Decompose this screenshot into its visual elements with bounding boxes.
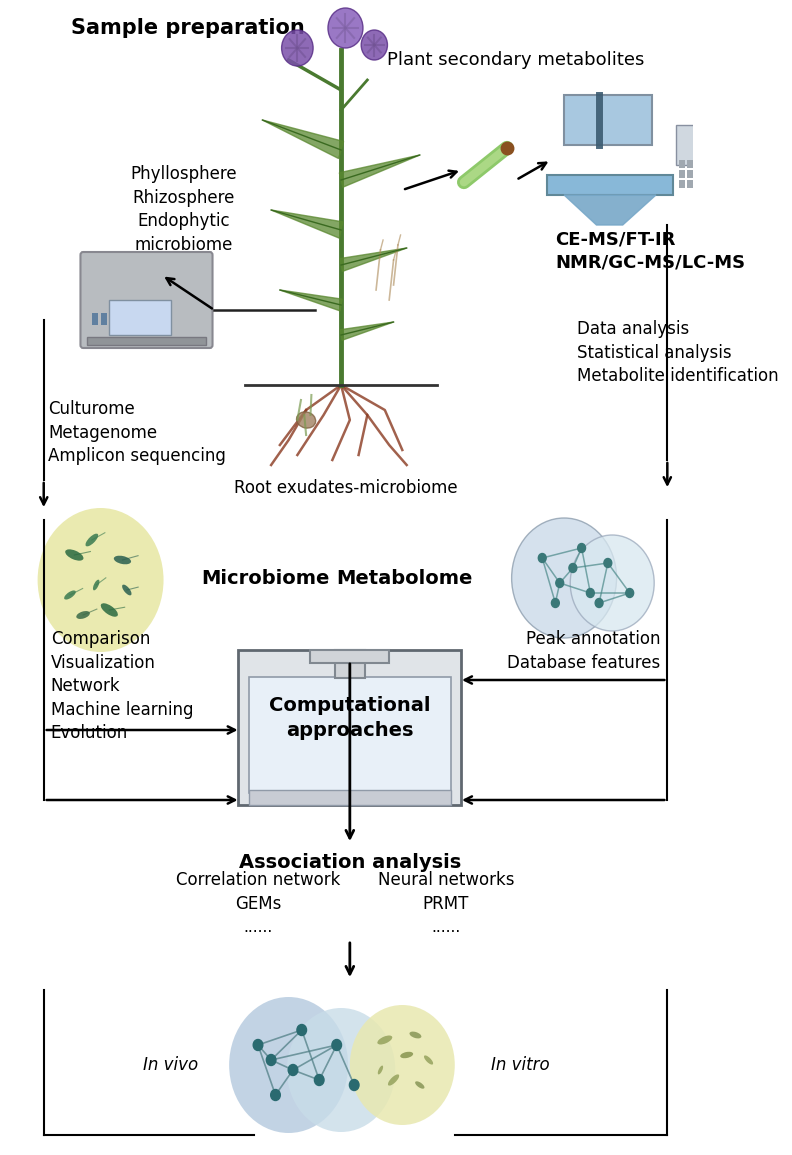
Circle shape bbox=[361, 30, 387, 60]
Polygon shape bbox=[564, 195, 656, 225]
Bar bbox=[564, 95, 652, 146]
Text: Microbiome: Microbiome bbox=[201, 568, 329, 588]
Circle shape bbox=[595, 598, 603, 608]
Circle shape bbox=[539, 553, 546, 562]
Text: Correlation network
GEMs: Correlation network GEMs bbox=[176, 871, 341, 912]
Text: ......: ...... bbox=[432, 921, 461, 936]
Bar bbox=[695, 161, 701, 167]
Circle shape bbox=[569, 564, 577, 573]
Text: Association analysis: Association analysis bbox=[238, 852, 461, 872]
Circle shape bbox=[570, 535, 654, 631]
Bar bbox=[334, 650, 365, 678]
Circle shape bbox=[332, 1040, 341, 1051]
Circle shape bbox=[604, 559, 611, 567]
Ellipse shape bbox=[378, 1066, 383, 1074]
Bar bbox=[695, 180, 701, 188]
Ellipse shape bbox=[64, 590, 76, 599]
Bar bbox=[687, 170, 693, 178]
Circle shape bbox=[349, 1080, 359, 1090]
Bar bbox=[546, 176, 673, 195]
Ellipse shape bbox=[409, 1031, 421, 1038]
Text: Neural networks
PRMT: Neural networks PRMT bbox=[378, 871, 514, 912]
Circle shape bbox=[253, 1040, 263, 1051]
Polygon shape bbox=[271, 210, 343, 238]
Circle shape bbox=[229, 997, 348, 1133]
Bar bbox=[679, 180, 685, 188]
Circle shape bbox=[512, 517, 617, 638]
Circle shape bbox=[37, 508, 164, 653]
Bar bbox=[687, 161, 693, 167]
Text: Data analysis
Statistical analysis
Metabolite identification: Data analysis Statistical analysis Metab… bbox=[577, 320, 779, 386]
Polygon shape bbox=[280, 290, 342, 311]
Bar bbox=[249, 677, 451, 793]
Circle shape bbox=[556, 579, 564, 588]
Bar bbox=[687, 180, 693, 188]
Circle shape bbox=[328, 8, 363, 49]
FancyBboxPatch shape bbox=[81, 252, 212, 348]
Circle shape bbox=[314, 1074, 324, 1086]
Ellipse shape bbox=[93, 580, 100, 590]
Text: ......: ...... bbox=[243, 921, 272, 936]
Circle shape bbox=[288, 1065, 298, 1075]
Bar bbox=[695, 170, 701, 178]
Circle shape bbox=[626, 589, 634, 597]
Text: Root exudates-microbiome: Root exudates-microbiome bbox=[234, 479, 457, 497]
Ellipse shape bbox=[86, 534, 98, 546]
Polygon shape bbox=[262, 120, 344, 158]
Bar bbox=[92, 313, 98, 325]
Circle shape bbox=[586, 589, 594, 597]
Circle shape bbox=[287, 1008, 395, 1132]
Text: Metabolome: Metabolome bbox=[336, 568, 472, 588]
Bar bbox=[249, 790, 451, 805]
Bar bbox=[679, 170, 685, 178]
Ellipse shape bbox=[114, 556, 131, 565]
Ellipse shape bbox=[101, 603, 118, 617]
Text: Peak annotation
Database features: Peak annotation Database features bbox=[507, 629, 661, 671]
Text: Phyllosphere
Rhizosphere
Endophytic
microbiome: Phyllosphere Rhizosphere Endophytic micr… bbox=[131, 165, 237, 254]
Text: Comparison
Visualization
Network
Machine learning
Evolution: Comparison Visualization Network Machine… bbox=[51, 629, 193, 743]
Circle shape bbox=[266, 1055, 276, 1066]
Ellipse shape bbox=[424, 1056, 433, 1065]
Text: Computational
approaches: Computational approaches bbox=[269, 696, 431, 740]
Bar bbox=[109, 300, 170, 335]
Circle shape bbox=[282, 30, 313, 66]
Ellipse shape bbox=[400, 1052, 413, 1058]
Bar bbox=[679, 161, 685, 167]
Ellipse shape bbox=[377, 1036, 392, 1044]
Circle shape bbox=[271, 1089, 280, 1101]
Circle shape bbox=[551, 598, 559, 608]
Ellipse shape bbox=[122, 584, 131, 595]
Text: In vitro: In vitro bbox=[491, 1056, 550, 1074]
Ellipse shape bbox=[65, 550, 83, 560]
Ellipse shape bbox=[296, 412, 316, 429]
Bar bbox=[310, 650, 389, 663]
Bar bbox=[238, 650, 462, 805]
Text: Sample preparation: Sample preparation bbox=[71, 18, 305, 38]
Bar bbox=[676, 125, 706, 165]
Circle shape bbox=[350, 1005, 455, 1125]
Ellipse shape bbox=[415, 1081, 425, 1089]
Polygon shape bbox=[339, 155, 420, 187]
Circle shape bbox=[577, 544, 585, 552]
Text: In vivo: In vivo bbox=[143, 1056, 198, 1074]
Circle shape bbox=[297, 1024, 307, 1036]
Bar bbox=[101, 313, 107, 325]
Text: Culturome
Metagenome
Amplicon sequencing: Culturome Metagenome Amplicon sequencing bbox=[48, 400, 226, 465]
Polygon shape bbox=[340, 322, 394, 341]
Bar bbox=[87, 337, 206, 345]
Text: Plant secondary metabolites: Plant secondary metabolites bbox=[387, 51, 645, 69]
Polygon shape bbox=[340, 248, 406, 271]
Ellipse shape bbox=[76, 611, 89, 619]
Text: CE-MS/FT-IR
NMR/GC-MS/LC-MS: CE-MS/FT-IR NMR/GC-MS/LC-MS bbox=[555, 230, 745, 271]
Ellipse shape bbox=[388, 1074, 399, 1086]
